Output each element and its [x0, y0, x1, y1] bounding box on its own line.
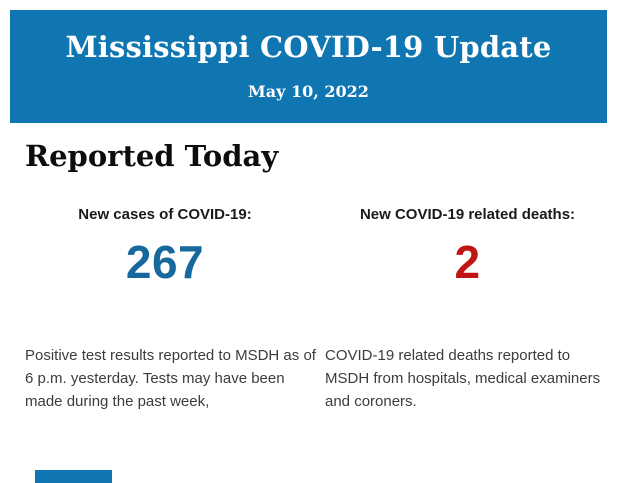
stat-new-deaths-label: New COVID-19 related deaths: [359, 206, 576, 223]
newsletter-date: May 10, 2022 [248, 82, 369, 101]
stat-new-cases-description: Positive test results reported to MSDH a… [25, 347, 316, 410]
newsletter-header: Mississippi COVID-19 Update May 10, 2022 [10, 10, 607, 123]
stat-new-cases: New cases of COVID-19: 267 [25, 206, 305, 289]
stat-new-cases-value: 267 [125, 236, 205, 288]
newsletter-title: Mississippi COVID-19 Update [65, 30, 552, 64]
stat-new-deaths-value: 2 [454, 236, 481, 288]
stat-new-deaths-description: COVID-19 related deaths reported to MSDH… [325, 347, 601, 410]
next-section-partial-block [35, 470, 112, 483]
section-heading: Reported Today [25, 139, 279, 173]
stat-new-cases-label: New cases of COVID-19: [78, 206, 252, 223]
stat-new-deaths: New COVID-19 related deaths: 2 [325, 206, 610, 289]
